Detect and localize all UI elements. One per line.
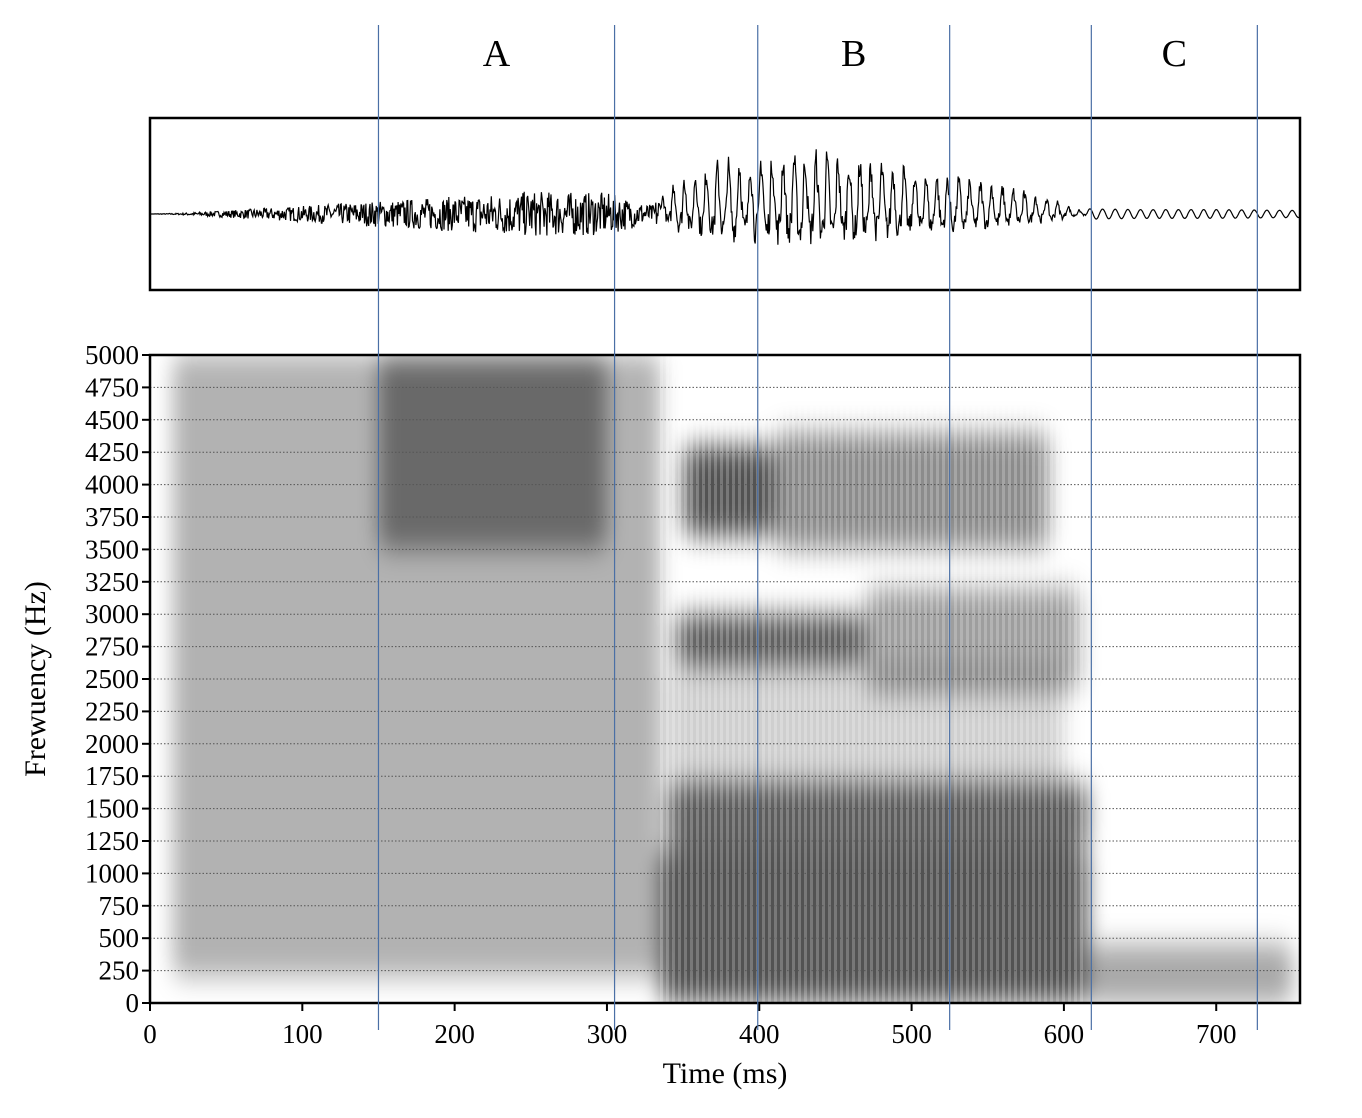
y-tick-label: 3000 bbox=[85, 599, 139, 629]
segment-labels: A B C bbox=[483, 33, 1187, 75]
x-tick-label: 700 bbox=[1196, 1019, 1237, 1049]
y-tick-label: 750 bbox=[99, 891, 140, 921]
x-axis-title: Time (ms) bbox=[663, 1057, 788, 1090]
y-tick-label: 4000 bbox=[85, 470, 139, 500]
x-tick-label: 400 bbox=[739, 1019, 780, 1049]
waveform-frame bbox=[150, 118, 1300, 290]
y-tick-label: 1000 bbox=[85, 858, 139, 888]
y-tick-label: 3500 bbox=[85, 534, 139, 564]
y-tick-label: 3750 bbox=[85, 502, 139, 532]
y-axis: 0250500750100012501500175020002250250027… bbox=[85, 340, 150, 1018]
waveform-panel bbox=[150, 118, 1300, 290]
x-tick-label: 0 bbox=[143, 1019, 157, 1049]
y-tick-label: 4250 bbox=[85, 437, 139, 467]
y-tick-label: 1750 bbox=[85, 761, 139, 791]
x-tick-label: 500 bbox=[891, 1019, 932, 1049]
segment-label: A bbox=[483, 33, 511, 75]
y-axis-title: Frewuency (Hz) bbox=[19, 581, 52, 777]
y-tick-label: 0 bbox=[126, 988, 140, 1018]
x-tick-label: 200 bbox=[434, 1019, 475, 1049]
x-tick-label: 300 bbox=[587, 1019, 628, 1049]
waveform-trace bbox=[150, 149, 1300, 244]
y-tick-label: 1500 bbox=[85, 794, 139, 824]
x-tick-label: 100 bbox=[282, 1019, 323, 1049]
segment-label: C bbox=[1162, 33, 1187, 75]
y-tick-label: 1250 bbox=[85, 826, 139, 856]
y-tick-label: 250 bbox=[99, 956, 140, 986]
y-tick-label: 4750 bbox=[85, 372, 139, 402]
x-tick-label: 600 bbox=[1044, 1019, 1085, 1049]
x-axis: 0 100 200 300 400 500 600 700 bbox=[143, 1003, 1236, 1049]
spectral-energy-region bbox=[1087, 945, 1293, 1003]
y-tick-label: 3250 bbox=[85, 567, 139, 597]
y-tick-label: 2750 bbox=[85, 632, 139, 662]
y-tick-label: 4500 bbox=[85, 405, 139, 435]
y-tick-label: 2000 bbox=[85, 729, 139, 759]
y-tick-label: 500 bbox=[99, 923, 140, 953]
y-tick-label: 5000 bbox=[85, 340, 139, 370]
y-tick-label: 2250 bbox=[85, 696, 139, 726]
y-tick-label: 2500 bbox=[85, 664, 139, 694]
segment-label: B bbox=[841, 33, 866, 75]
spectrogram-panel: 0250500750100012501500175020002250250027… bbox=[19, 340, 1300, 1090]
